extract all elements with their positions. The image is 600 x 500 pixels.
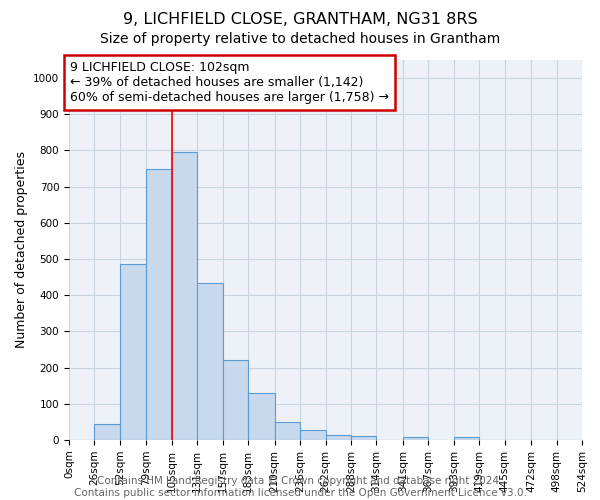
Text: Contains HM Land Registry data © Crown copyright and database right 2024.
Contai: Contains HM Land Registry data © Crown c… bbox=[74, 476, 526, 498]
Bar bbox=[94, 424, 120, 440]
Text: Size of property relative to detached houses in Grantham: Size of property relative to detached ho… bbox=[100, 32, 500, 46]
Bar bbox=[223, 360, 248, 440]
Bar bbox=[172, 152, 197, 440]
Text: 9, LICHFIELD CLOSE, GRANTHAM, NG31 8RS: 9, LICHFIELD CLOSE, GRANTHAM, NG31 8RS bbox=[122, 12, 478, 28]
Bar bbox=[325, 434, 351, 440]
Bar bbox=[351, 436, 376, 440]
Y-axis label: Number of detached properties: Number of detached properties bbox=[14, 152, 28, 348]
Bar bbox=[146, 168, 172, 440]
Text: 9 LICHFIELD CLOSE: 102sqm
← 39% of detached houses are smaller (1,142)
60% of se: 9 LICHFIELD CLOSE: 102sqm ← 39% of detac… bbox=[70, 61, 389, 104]
Bar bbox=[454, 437, 479, 440]
Bar bbox=[197, 282, 223, 440]
Bar bbox=[300, 430, 325, 440]
Bar bbox=[248, 393, 275, 440]
Bar bbox=[275, 422, 300, 440]
Bar bbox=[120, 264, 146, 440]
Bar bbox=[403, 437, 428, 440]
